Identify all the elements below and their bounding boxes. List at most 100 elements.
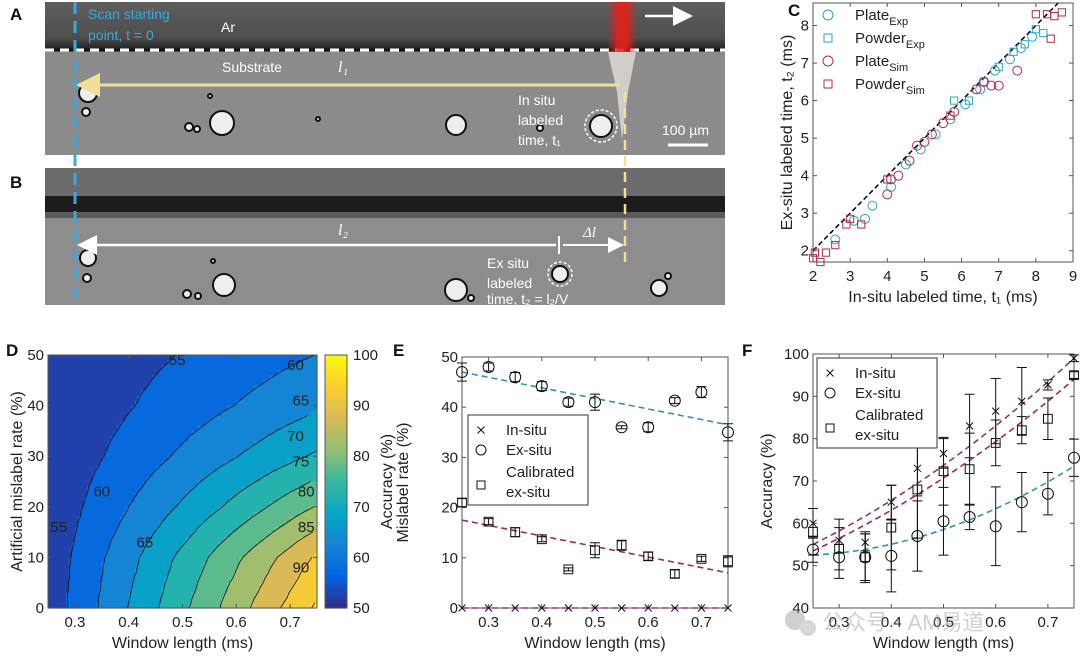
data-point-circle: [823, 56, 833, 66]
contour-label: 70: [287, 428, 304, 445]
y-tick-label: 10: [27, 549, 44, 566]
pore: [185, 123, 193, 131]
colorbar-tick-label: 80: [353, 448, 370, 465]
data-point-square: [1047, 35, 1054, 42]
l2-label: l₂: [338, 222, 348, 239]
x-tick-label: 0.7: [691, 614, 712, 631]
scan-start-label-2: point, t = 0: [88, 27, 154, 43]
pore: [665, 273, 671, 279]
error-bar: [617, 426, 627, 429]
panel-label-a: A: [10, 5, 22, 24]
error-bar: [670, 570, 680, 578]
contour-fill: [48, 355, 318, 609]
contour-label: 80: [298, 484, 315, 501]
y-tick-label: 20: [441, 500, 458, 517]
x-tick-label: 0.6: [226, 614, 247, 631]
legend-subscript: Sim: [889, 62, 908, 74]
x-tick-label: 5: [920, 268, 928, 285]
data-point-circle: [1005, 55, 1014, 64]
y-tick-label: 50: [792, 558, 809, 575]
error-bar: [643, 552, 653, 560]
pore: [446, 115, 466, 135]
data-point-square: [1032, 11, 1039, 18]
in-situ-label-3: time, t₁: [518, 132, 561, 148]
error-bar: [670, 398, 680, 404]
y-axis-label: Mislabel rate (%): [395, 422, 412, 542]
x-tick-label: 0.5: [172, 614, 193, 631]
error-bar: [484, 519, 494, 525]
data-point-circle: [1028, 32, 1037, 41]
colorbar-tick-label: 90: [353, 398, 370, 415]
pore: [83, 274, 91, 282]
data-point-circle: [868, 201, 877, 210]
delta-l-label: Δl: [582, 225, 596, 241]
x-tick-label: 9: [1069, 268, 1077, 285]
contour-label: 85: [298, 519, 315, 536]
x-axis-label: In-situ labeled time, t₁ (ms): [848, 289, 1037, 306]
legend-label: Calibrated: [506, 464, 574, 481]
y-tick-label: 40: [441, 399, 458, 416]
y-axis-label: Ex-situ labeled time, t₂ (ms): [779, 35, 796, 231]
pore: [213, 274, 235, 296]
data-point-circle: [901, 160, 910, 169]
scan-start-label-1: Scan starting: [88, 6, 170, 22]
laser-beam: [607, 2, 637, 52]
argon-label: Ar: [221, 19, 235, 35]
y-tick-label: 30: [441, 449, 458, 466]
data-point-square: [1032, 26, 1039, 33]
surface-band: [45, 196, 725, 212]
pore: [195, 293, 201, 299]
y-tick-label: 30: [27, 448, 44, 465]
x-axis-label: Window length (ms): [524, 635, 665, 652]
contour-label: 60: [287, 357, 304, 374]
error-bar: [457, 499, 467, 507]
colorbar-tick-label: 60: [353, 549, 370, 566]
panel-b-micrograph: B l₂ Δl Ex situ labeled time, t₂ = l₂/V: [10, 168, 725, 307]
pore: [468, 295, 474, 301]
argon-region: [45, 168, 725, 196]
y-tick-label: 2: [801, 243, 809, 260]
l1-label: l₁: [338, 59, 348, 76]
y-tick-label: 40: [27, 398, 44, 415]
pore: [590, 115, 612, 137]
legend-entry: PlateSim: [855, 53, 908, 74]
data-point-circle: [823, 10, 833, 20]
y-tick-label: 7: [801, 55, 809, 72]
y-tick-label: 60: [792, 515, 809, 532]
pore: [82, 108, 90, 116]
substrate-label: Substrate: [222, 59, 282, 75]
ex-situ-label-3: time, t₂ = l₂/V: [487, 291, 569, 307]
legend-entry: PowderExp: [855, 30, 925, 51]
legend-name: Plate: [855, 53, 889, 70]
data-point-square: [1010, 48, 1017, 55]
y-tick-label: 8: [801, 18, 809, 35]
pore: [552, 266, 568, 282]
data-point-circle: [1013, 66, 1022, 75]
data-point-circle: [894, 171, 903, 180]
x-tick-label: 0.5: [585, 614, 606, 631]
ex-situ-label-2: labeled: [487, 275, 532, 291]
x-tick-label: 0.7: [1037, 614, 1058, 631]
x-tick-label: 0.4: [118, 614, 139, 631]
y-tick-label: 4: [801, 168, 809, 185]
x-tick-label: 8: [1032, 268, 1040, 285]
series-calibrated-ex-situ: [457, 498, 733, 578]
x-tick-label: 2: [809, 268, 817, 285]
data-point-square: [1051, 13, 1058, 20]
pore: [80, 250, 96, 266]
reference-line: [813, 3, 1058, 251]
data-point-square: [824, 34, 832, 42]
legend-name: Powder: [855, 76, 906, 93]
x-tick-label: 7: [995, 268, 1003, 285]
contour-label: 75: [293, 453, 310, 470]
legend-name: Plate: [855, 7, 889, 24]
contour-label: 65: [293, 393, 310, 410]
data-point-circle: [883, 190, 892, 199]
legend-subscript: Exp: [906, 39, 925, 51]
series-powder-exp: [951, 26, 1047, 105]
legend-label: Ex-situ: [506, 442, 552, 459]
pore: [210, 111, 234, 135]
